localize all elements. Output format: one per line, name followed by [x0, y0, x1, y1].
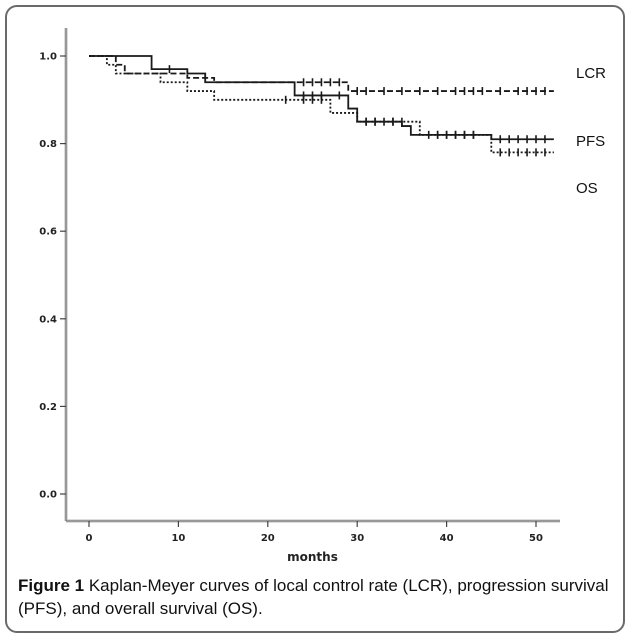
- y-tick-label: 0.6: [39, 227, 57, 238]
- y-tick-label: 1.0: [39, 52, 57, 63]
- x-tick-label: 40: [440, 533, 454, 544]
- y-tick-label: 0.4: [39, 314, 57, 325]
- figure-label: Figure 1: [18, 576, 85, 595]
- x-tick-label: 0: [86, 533, 93, 544]
- axes: 0.0 0.2 0.4 0.6 0.8 1.0 0 10 20 30 40 50: [39, 28, 560, 544]
- series-label-pfs: PFS: [576, 133, 605, 150]
- x-tick-label: 20: [261, 533, 275, 544]
- figure-caption: Figure 1 Kaplan-Meyer curves of local co…: [18, 574, 618, 620]
- x-tick-label: 50: [529, 533, 543, 544]
- kaplan-meier-chart: 0.0 0.2 0.4 0.6 0.8 1.0 0 10 20 30 40 50 LCR PFS OS m…: [39, 28, 606, 564]
- x-tick-label: 30: [350, 533, 364, 544]
- series-labels: LCR PFS OS: [576, 65, 606, 197]
- series-label-os: OS: [576, 180, 598, 197]
- x-axis-label: months: [287, 550, 338, 564]
- caption-text: Kaplan-Meyer curves of local control rat…: [18, 576, 609, 618]
- series-label-lcr: LCR: [576, 65, 606, 82]
- x-tick-label: 10: [171, 533, 185, 544]
- curve-lcr: [89, 55, 554, 92]
- curves: [89, 55, 554, 157]
- curve-os: [89, 55, 554, 154]
- y-tick-label: 0.2: [39, 402, 57, 413]
- plot-area: [66, 28, 560, 521]
- y-tick-label: 0.8: [39, 139, 57, 150]
- curve-pfs: [89, 55, 554, 141]
- y-tick-label: 0.0: [39, 490, 57, 501]
